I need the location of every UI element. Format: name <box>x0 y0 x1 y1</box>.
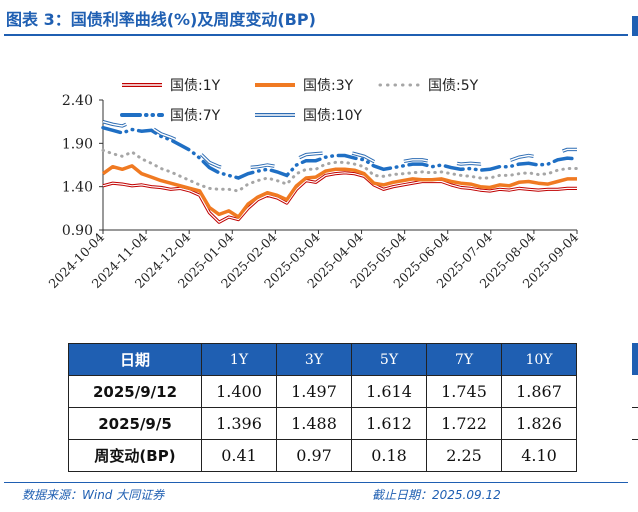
series-3-line <box>101 148 579 193</box>
cell-10y: 1.867 <box>501 375 577 408</box>
y-tick-label: 1.90 <box>62 136 93 152</box>
adjacent-table-edge <box>632 343 638 375</box>
legend-label-5: 国债:10Y <box>303 108 363 124</box>
figure-title: 图表 3：国债利率曲线(%)及周度变动(BP) <box>6 10 316 29</box>
cutoff-date: 截止日期：2025.09.12 <box>372 488 501 502</box>
cell-3y: 1.497 <box>276 375 352 408</box>
cell-5y: 1.612 <box>351 407 427 440</box>
header-5y: 5Y <box>351 343 427 376</box>
cell-5y: 0.18 <box>351 439 427 472</box>
cell-1y: 0.41 <box>201 439 277 472</box>
row-date: 2025/9/12 <box>68 375 202 408</box>
cell-1y: 1.400 <box>201 375 277 408</box>
legend-label-4: 国债:7Y <box>170 108 221 124</box>
table-row: 2025/9/12 1.400 1.497 1.614 1.745 1.867 <box>68 375 577 408</box>
header-10y: 10Y <box>501 343 577 376</box>
y-tick-label: 1.40 <box>62 180 93 196</box>
legend-label-3: 国债:5Y <box>428 78 479 94</box>
y-tick-label: 2.40 <box>62 93 93 109</box>
series-1-line <box>102 171 577 224</box>
data-source: 数据来源：Wind 大同证券 <box>22 488 165 502</box>
cell-7y: 2.25 <box>426 439 502 472</box>
cell-10y: 4.10 <box>501 439 577 472</box>
cell-7y: 1.722 <box>426 407 502 440</box>
series-4-line <box>101 125 579 180</box>
header-1y: 1Y <box>201 343 277 376</box>
row-date: 2025/9/5 <box>68 407 202 440</box>
cell-7y: 1.745 <box>426 375 502 408</box>
adjacent-table-rule <box>632 439 638 441</box>
table-row: 周变动(BP) 0.41 0.97 0.18 2.25 4.10 <box>68 439 577 472</box>
header-date: 日期 <box>68 343 202 376</box>
y-tick-label: 0.90 <box>62 223 93 239</box>
series-1-line-inner <box>102 172 577 223</box>
series-2-line <box>101 164 577 219</box>
cell-5y: 1.614 <box>351 375 427 408</box>
cell-3y: 1.488 <box>276 407 352 440</box>
cell-10y: 1.826 <box>501 407 577 440</box>
table-row: 2025/9/5 1.396 1.488 1.612 1.722 1.826 <box>68 407 577 440</box>
table-header-row: 日期 1Y 3Y 5Y 7Y 10Y <box>68 343 577 376</box>
footer-divider <box>4 482 628 483</box>
weekly-change-table: 日期 1Y 3Y 5Y 7Y 10Y 2025/9/12 1.400 1.497… <box>68 343 577 472</box>
legend-label-1: 国债:1Y <box>170 78 221 94</box>
header-7y: 7Y <box>426 343 502 376</box>
cell-1y: 1.396 <box>201 407 277 440</box>
title-edge-mark <box>632 16 638 36</box>
yield-curve-chart: 0.901.401.902.402024-10-042024-11-042024… <box>46 78 582 291</box>
header-3y: 3Y <box>276 343 352 376</box>
adjacent-table-rule <box>632 407 638 409</box>
legend-label-2: 国债:3Y <box>303 78 354 94</box>
row-label: 周变动(BP) <box>68 439 202 472</box>
title-divider <box>4 34 628 36</box>
cell-3y: 0.97 <box>276 439 352 472</box>
